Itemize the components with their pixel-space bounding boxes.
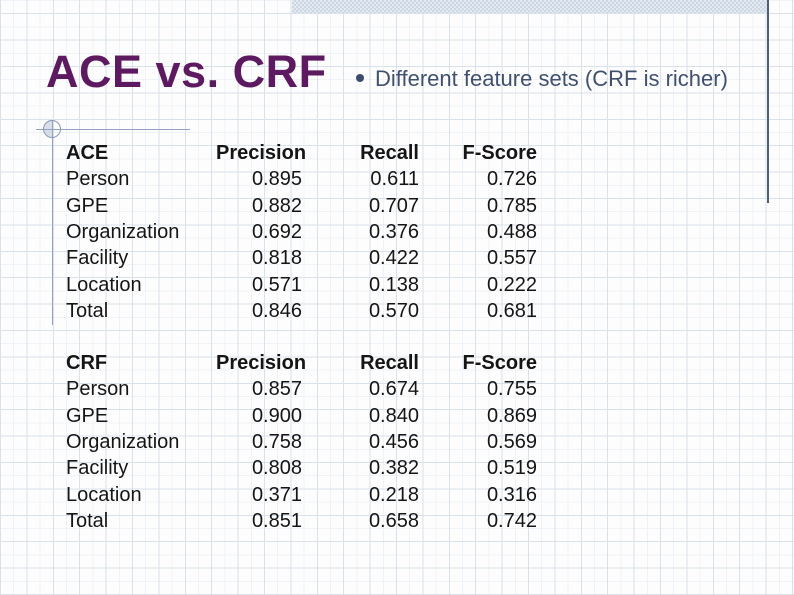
table-cell: 0.755 bbox=[486, 378, 537, 401]
ace-table: ACE Precision Recall F-Score Person 0.89… bbox=[66, 140, 537, 324]
table-cell: 0.808 bbox=[251, 457, 302, 480]
table-cell: Facility bbox=[66, 247, 129, 270]
table-cell: Facility bbox=[66, 457, 129, 480]
crf-header-precision: Precision bbox=[216, 352, 307, 374]
table-cell: 0.422 bbox=[368, 247, 419, 270]
right-edge-rule bbox=[767, 0, 769, 203]
table-cell: 0.900 bbox=[251, 404, 302, 427]
table-cell: 0.857 bbox=[251, 378, 302, 401]
table-cell: 0.726 bbox=[486, 168, 537, 191]
anchor-line-horizontal bbox=[36, 129, 190, 130]
table-cell: Total bbox=[66, 510, 109, 533]
table-cell: 0.382 bbox=[368, 457, 419, 480]
table-cell: 0.138 bbox=[368, 273, 419, 296]
table-cell: 0.681 bbox=[486, 300, 537, 323]
top-band-decoration bbox=[292, 0, 768, 13]
table-cell: 0.869 bbox=[486, 404, 537, 427]
table-cell: 0.571 bbox=[251, 273, 302, 296]
table-cell: Person bbox=[66, 168, 130, 191]
bullet-item: Different feature sets (CRF is richer) bbox=[356, 66, 728, 92]
table-cell: 0.570 bbox=[368, 300, 419, 323]
table-cell: 0.674 bbox=[368, 378, 419, 401]
table-cell: Location bbox=[66, 483, 142, 506]
table-cell: 0.840 bbox=[368, 404, 419, 427]
table-cell: 0.742 bbox=[486, 510, 537, 533]
table-cell: GPE bbox=[66, 404, 109, 427]
table-cell: GPE bbox=[66, 194, 109, 217]
table-cell: 0.557 bbox=[486, 247, 537, 270]
anchor-circle-icon bbox=[43, 120, 61, 138]
table-cell: 0.222 bbox=[486, 273, 537, 296]
table-cell: Person bbox=[66, 378, 130, 401]
table-cell: 0.895 bbox=[251, 168, 302, 191]
crf-header-fscore: F-Score bbox=[462, 352, 537, 374]
slide-title: ACE vs. CRF bbox=[46, 46, 327, 97]
table-cell: Total bbox=[66, 300, 109, 323]
table-cell: 0.785 bbox=[486, 194, 537, 217]
table-cell: 0.376 bbox=[368, 221, 419, 244]
table-cell: 0.846 bbox=[251, 300, 302, 323]
anchor-line-vertical bbox=[52, 120, 53, 325]
table-cell: 0.707 bbox=[368, 194, 419, 217]
table-cell: 0.371 bbox=[251, 483, 302, 506]
table-cell: 0.818 bbox=[251, 247, 302, 270]
bullet-text: Different feature sets (CRF is richer) bbox=[375, 66, 728, 91]
table-cell: 0.569 bbox=[486, 431, 537, 454]
crf-header-category: CRF bbox=[66, 352, 108, 374]
table-cell: 0.851 bbox=[251, 510, 302, 533]
table-cell: 0.611 bbox=[370, 168, 419, 191]
bullet-dot-icon bbox=[356, 74, 364, 82]
table-cell: 0.519 bbox=[486, 457, 537, 480]
ace-header-fscore: F-Score bbox=[462, 142, 537, 164]
table-cell: 0.488 bbox=[486, 221, 537, 244]
table-cell: 0.658 bbox=[368, 510, 419, 533]
table-cell: Organization bbox=[66, 221, 180, 244]
table-cell: 0.882 bbox=[251, 194, 302, 217]
crf-header-recall: Recall bbox=[360, 352, 419, 374]
crf-table: CRF Precision Recall F-Score Person 0.85… bbox=[66, 350, 537, 534]
table-cell: Location bbox=[66, 273, 142, 296]
ace-header-precision: Precision bbox=[216, 142, 307, 164]
ace-header-recall: Recall bbox=[360, 142, 419, 164]
table-cell: 0.692 bbox=[251, 221, 302, 244]
table-cell: 0.316 bbox=[486, 483, 537, 506]
table-cell: 0.218 bbox=[368, 483, 419, 506]
table-cell: 0.758 bbox=[251, 431, 302, 454]
table-cell: 0.456 bbox=[368, 431, 419, 454]
ace-header-category: ACE bbox=[66, 142, 109, 164]
table-cell: Organization bbox=[66, 431, 180, 454]
